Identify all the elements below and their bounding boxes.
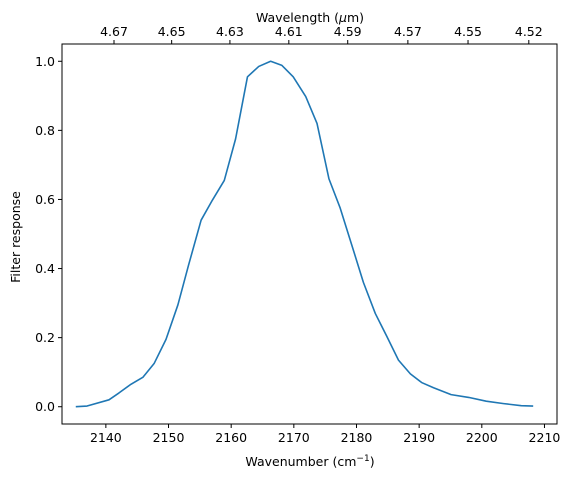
y-tick-label: 0.8 [35,123,55,138]
x-tick-label: 2210 [529,430,561,445]
y-tick-label: 0.4 [35,261,55,276]
x-axis-label: Wavenumber (cm−1) [245,454,374,469]
top-tick-label: 4.57 [394,24,422,39]
y-tick-label: 0.2 [35,330,55,345]
plot-frame [61,43,558,425]
top-tick-label: 4.52 [515,24,543,39]
top-axis-label: Wavelength (μm) [256,10,364,25]
top-tick-label: 4.55 [454,24,482,39]
top-axis-ticks: 4.67 4.65 4.63 4.61 4.59 4.57 4.55 4.52 [100,24,543,44]
y-axis-ticks: 0.0 0.2 0.4 0.6 0.8 1.0 [35,54,62,414]
y-axis-label: Filter response [8,191,23,283]
y-tick-label: 0.0 [35,399,55,414]
series-line-0 [75,60,534,408]
x-tick-label: 2170 [278,430,310,445]
x-tick-label: 2150 [153,430,185,445]
x-axis-label-exponent: −1 [356,454,369,464]
top-tick-label: 4.61 [275,24,303,39]
x-tick-label: 2200 [466,430,498,445]
x-tick-label: 2180 [341,430,373,445]
top-tick-label: 4.63 [216,24,244,39]
top-tick-label: 4.59 [334,24,362,39]
x-axis-ticks: 2140 2150 2160 2170 2180 2190 2200 2210 [90,424,560,445]
y-tick-label: 1.0 [35,54,55,69]
y-tick-label: 0.6 [35,192,55,207]
x-tick-label: 2190 [403,430,435,445]
x-tick-label: 2160 [215,430,247,445]
top-tick-label: 4.67 [100,24,128,39]
top-tick-label: 4.65 [158,24,186,39]
plot-area [75,60,534,408]
x-tick-label: 2140 [90,430,122,445]
